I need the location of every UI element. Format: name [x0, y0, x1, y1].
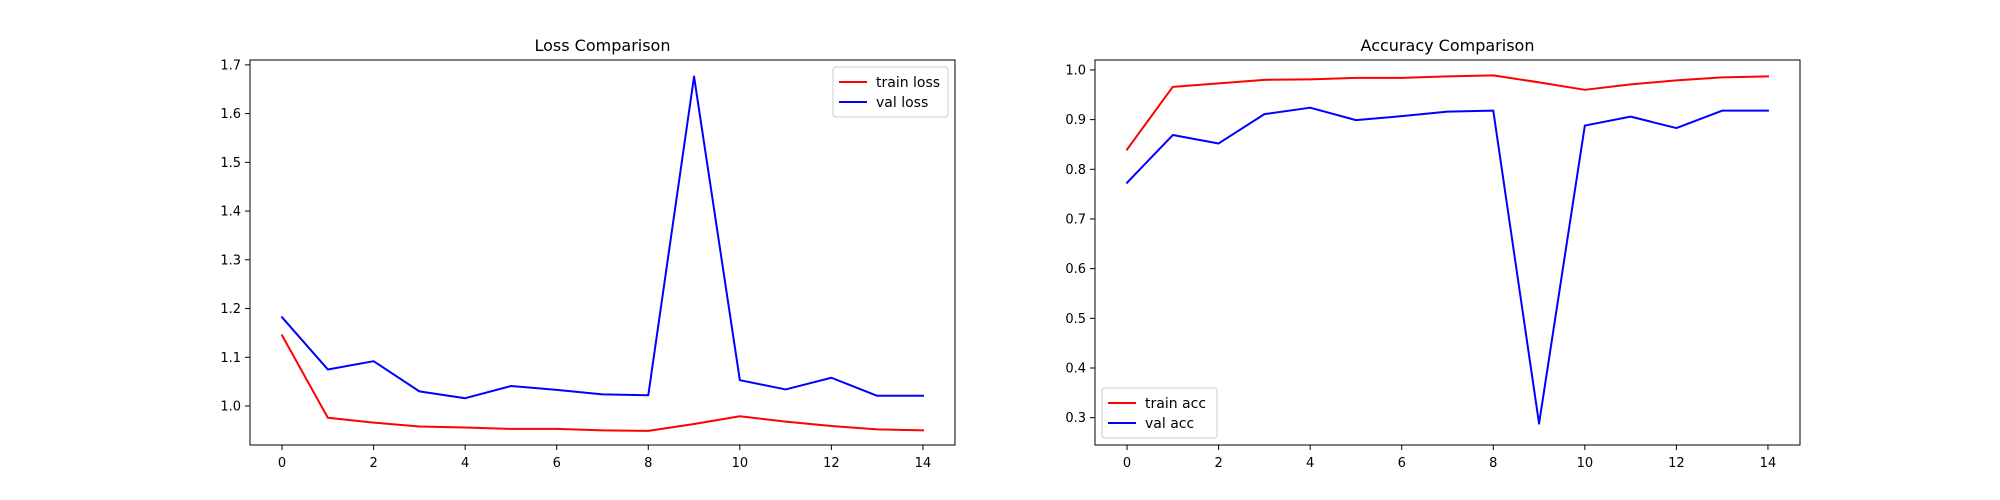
accuracy-x-tick-label: 2	[1214, 456, 1222, 471]
accuracy-y-tick-label: 0.7	[1065, 212, 1086, 227]
loss-y-tick-label: 1.1	[220, 351, 241, 366]
accuracy-legend-label-val-acc: val acc	[1145, 416, 1194, 432]
loss-y-tick-label: 1.5	[220, 156, 241, 171]
accuracy-chart-title: Accuracy Comparison	[1361, 36, 1535, 55]
accuracy-y-tick-label: 0.3	[1065, 411, 1086, 426]
accuracy-x-tick-label: 8	[1489, 456, 1497, 471]
accuracy-x-tick-label: 6	[1398, 456, 1406, 471]
accuracy-x-tick-label: 14	[1760, 456, 1777, 471]
loss-x-tick-label: 4	[461, 456, 469, 471]
loss-x-tick-label: 10	[732, 456, 749, 471]
accuracy-y-tick-label: 1.0	[1065, 63, 1086, 78]
loss-y-tick-label: 1.3	[220, 253, 241, 268]
accuracy-y-tick-label: 0.6	[1065, 262, 1086, 277]
loss-legend-label-train-loss: train loss	[876, 75, 940, 91]
accuracy-y-tick-label: 0.5	[1065, 312, 1086, 327]
accuracy-x-tick-label: 12	[1668, 456, 1685, 471]
loss-y-tick-label: 1.7	[220, 58, 241, 73]
loss-x-tick-label: 12	[823, 456, 840, 471]
accuracy-x-tick-label: 0	[1123, 456, 1131, 471]
accuracy-legend-label-train-acc: train acc	[1145, 396, 1206, 412]
loss-x-tick-label: 8	[644, 456, 652, 471]
accuracy-legend: train acc val acc	[1102, 388, 1217, 438]
loss-legend: train loss val loss	[833, 67, 948, 117]
loss-chart-title: Loss Comparison	[535, 36, 671, 55]
accuracy-y-tick-label: 0.9	[1065, 113, 1086, 128]
loss-x-tick-label: 0	[278, 456, 286, 471]
accuracy-y-tick-label: 0.8	[1065, 163, 1086, 178]
accuracy-x-tick-label: 10	[1577, 456, 1594, 471]
loss-legend-label-val-loss: val loss	[876, 95, 928, 111]
loss-x-tick-label: 2	[369, 456, 377, 471]
loss-y-tick-label: 1.2	[220, 302, 241, 317]
accuracy-x-tick-label: 4	[1306, 456, 1314, 471]
loss-y-tick-label: 1.4	[220, 205, 241, 220]
loss-y-tick-label: 1.0	[220, 400, 241, 415]
accuracy-y-tick-label: 0.4	[1065, 362, 1086, 377]
loss-x-tick-label: 14	[915, 456, 932, 471]
loss-x-tick-label: 6	[553, 456, 561, 471]
loss-y-tick-label: 1.6	[220, 107, 241, 122]
